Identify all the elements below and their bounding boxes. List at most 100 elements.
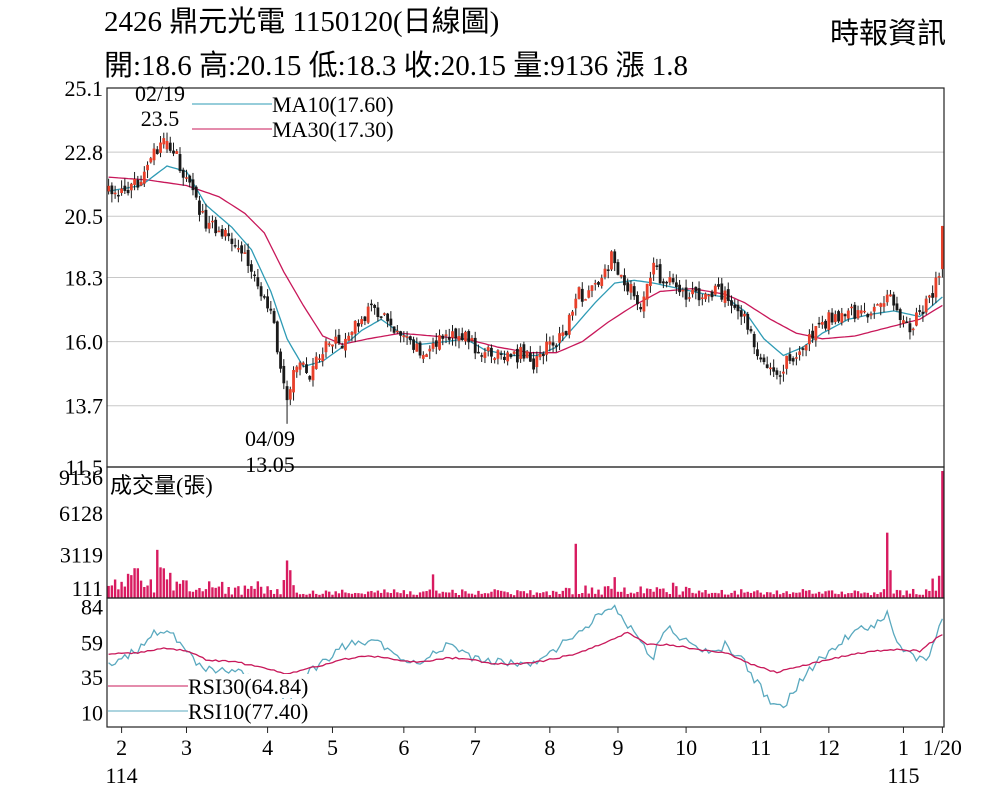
volume-bar [749, 592, 753, 598]
candle-body [233, 245, 237, 247]
volume-bar [272, 593, 276, 598]
candle-body [876, 304, 879, 306]
volume-bar [428, 589, 431, 598]
candle [730, 295, 733, 314]
candle [123, 178, 127, 195]
candle-body [652, 262, 656, 275]
candle [152, 143, 156, 166]
candle [668, 271, 672, 286]
candle-body [905, 321, 909, 323]
volume-bar [804, 590, 808, 598]
volume-bar [376, 590, 380, 598]
candle-body [259, 286, 263, 297]
candle [308, 375, 312, 382]
candle [928, 294, 931, 304]
candle-body [889, 294, 892, 297]
candle [386, 312, 390, 328]
candle-body [882, 303, 886, 307]
candle-body [661, 281, 665, 284]
candle-body [253, 274, 257, 277]
candle-body [921, 311, 925, 314]
volume-bar [490, 591, 493, 598]
candle [752, 331, 756, 355]
candle-body [165, 140, 169, 150]
candle-body [723, 290, 727, 303]
candle [700, 293, 704, 306]
candle-body [665, 281, 669, 284]
volume-bar [418, 592, 422, 598]
candle-body [879, 303, 883, 307]
candle-body [837, 311, 840, 322]
volume-bar [162, 568, 165, 598]
candle-body [340, 346, 344, 349]
candle-body [246, 249, 250, 266]
volume-bar [392, 589, 396, 598]
candle-body [155, 149, 159, 154]
candle-body [201, 210, 205, 213]
candle [486, 345, 490, 357]
candle [447, 328, 451, 345]
volume-bar [587, 593, 590, 598]
candle [756, 342, 759, 360]
candle [733, 299, 737, 310]
volume-bar [720, 589, 723, 598]
volume-bar [931, 578, 934, 598]
candle [723, 286, 727, 308]
candle-body [447, 337, 451, 340]
volume-bar [334, 591, 337, 598]
candle [853, 302, 857, 323]
volume-bar [344, 592, 347, 598]
volume-bar [798, 592, 801, 598]
volume-bar [175, 581, 178, 598]
candle [548, 336, 552, 352]
candle-body [902, 320, 905, 324]
volume-bar [772, 594, 775, 598]
volume-bar [448, 592, 451, 598]
volume-bar [860, 593, 863, 598]
candle-body [885, 294, 889, 303]
volume-bar [321, 593, 324, 598]
volume-bar [117, 589, 120, 598]
candle-body [642, 296, 646, 312]
candle-body [285, 386, 289, 401]
volume-bar [697, 590, 701, 598]
candle [528, 346, 532, 362]
volume-bar [126, 573, 130, 598]
candle-body [720, 283, 724, 300]
candle [418, 340, 422, 359]
volume-bar [915, 594, 918, 598]
candle-body [363, 316, 367, 321]
candle-body [133, 179, 136, 185]
volume-bar [379, 592, 383, 598]
legend-bg [186, 674, 326, 698]
volume-bar [133, 568, 136, 598]
volume-bar [522, 591, 526, 598]
candle-body [853, 304, 857, 319]
candle-body [817, 322, 821, 325]
candle-body [282, 365, 286, 384]
volume-bar [827, 590, 831, 598]
candle-body [249, 264, 253, 272]
candle [331, 344, 334, 354]
candle [126, 181, 130, 196]
candle-body [386, 313, 390, 322]
panel-frame [106, 466, 945, 599]
candle [217, 226, 221, 233]
candle-body [136, 179, 140, 188]
candle [490, 344, 493, 364]
rsi-tick-label: 59 [81, 630, 103, 655]
candle-body [470, 337, 474, 341]
candle [318, 354, 321, 363]
candle [665, 280, 669, 288]
volume-bar [438, 593, 441, 598]
candle [778, 370, 782, 385]
candle-body [480, 355, 484, 357]
candle [580, 282, 584, 307]
candle-body [726, 289, 730, 301]
candle [249, 260, 253, 279]
candle-body [298, 362, 302, 370]
volume-label: 成交量(張) [110, 473, 213, 498]
volume-bar [597, 589, 600, 598]
candle [480, 352, 484, 363]
candle-body [373, 304, 377, 308]
